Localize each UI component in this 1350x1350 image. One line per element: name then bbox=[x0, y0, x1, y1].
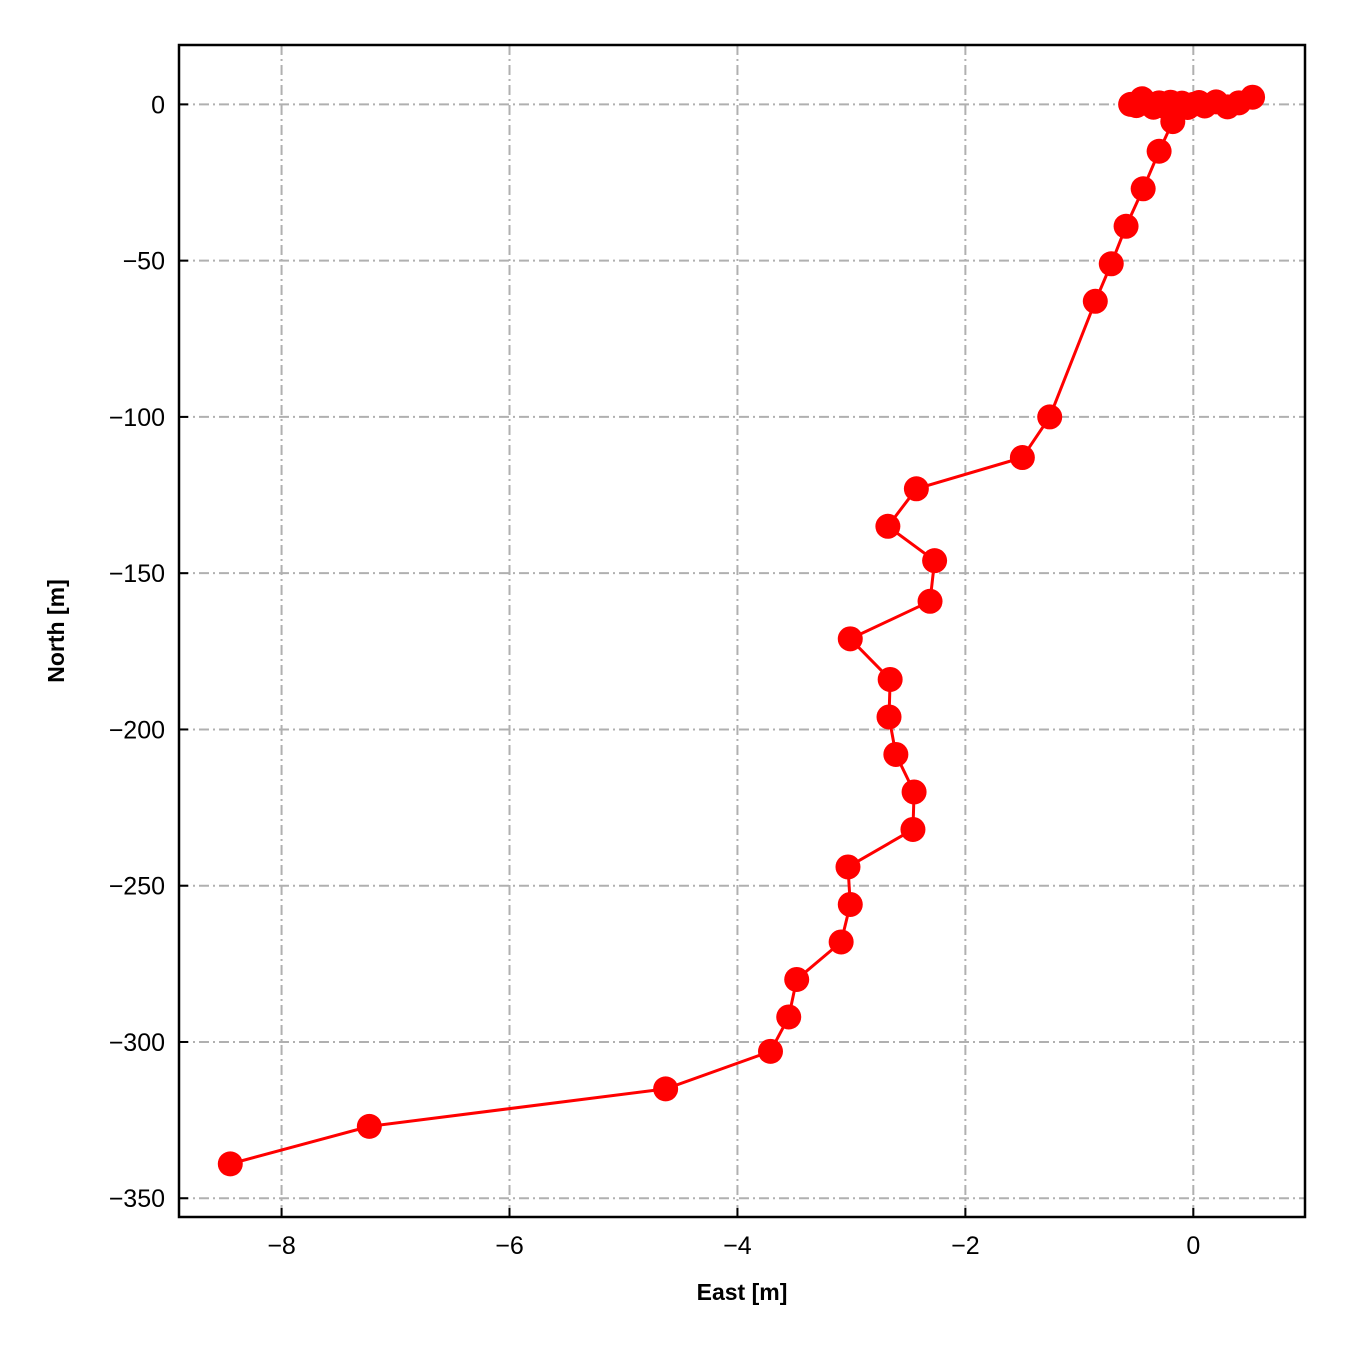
y-tick-label: −250 bbox=[109, 873, 165, 901]
data-point bbox=[835, 854, 861, 880]
data-point bbox=[900, 816, 926, 842]
x-tick-label: −8 bbox=[267, 1232, 296, 1260]
y-tick-label: −200 bbox=[109, 716, 165, 744]
data-point bbox=[1037, 404, 1063, 430]
y-axis-label: North [m] bbox=[43, 579, 69, 682]
data-point bbox=[837, 891, 863, 917]
data-point bbox=[875, 513, 901, 539]
data-point bbox=[1082, 288, 1108, 314]
data-point bbox=[217, 1151, 243, 1177]
x-axis-label: East [m] bbox=[697, 1279, 788, 1305]
axis-ticks bbox=[179, 103, 1195, 1217]
data-point bbox=[784, 966, 810, 992]
data-point bbox=[757, 1038, 783, 1064]
data-point bbox=[1130, 176, 1156, 202]
plot-frame bbox=[177, 43, 1307, 1219]
data-point bbox=[356, 1113, 382, 1139]
data-point bbox=[901, 779, 927, 805]
data-point bbox=[1113, 213, 1139, 239]
y-tick-label: 0 bbox=[151, 91, 165, 119]
x-tick-label: −4 bbox=[723, 1232, 752, 1260]
data-point bbox=[1118, 91, 1144, 117]
data-point bbox=[1146, 138, 1172, 164]
x-tick-label: −2 bbox=[951, 1232, 980, 1260]
x-tick-label: −6 bbox=[495, 1232, 524, 1260]
y-tick-label: −300 bbox=[109, 1029, 165, 1057]
data-point bbox=[1098, 251, 1124, 277]
series-layer bbox=[217, 84, 1266, 1177]
y-tick-label: −100 bbox=[109, 404, 165, 432]
y-tick-label: −350 bbox=[109, 1185, 165, 1213]
data-point bbox=[883, 741, 909, 767]
data-point bbox=[903, 476, 929, 502]
data-point bbox=[653, 1076, 679, 1102]
grid-lines bbox=[179, 45, 1305, 1217]
data-point bbox=[776, 1004, 802, 1030]
data-point bbox=[837, 626, 863, 652]
series-line bbox=[229, 95, 1254, 1166]
data-point bbox=[876, 704, 902, 730]
data-point bbox=[828, 929, 854, 955]
data-point bbox=[1160, 109, 1186, 135]
data-point bbox=[877, 666, 903, 692]
data-point bbox=[1009, 445, 1035, 471]
data-point bbox=[922, 548, 948, 574]
data-point bbox=[917, 588, 943, 614]
y-tick-label: −50 bbox=[123, 248, 165, 276]
tick-labels: −8 −6 −4 −2 00−50−100−150−200−250−300−350 bbox=[109, 91, 1201, 1260]
x-tick-label: 0 bbox=[1186, 1232, 1200, 1260]
y-tick-label: −150 bbox=[109, 560, 165, 588]
